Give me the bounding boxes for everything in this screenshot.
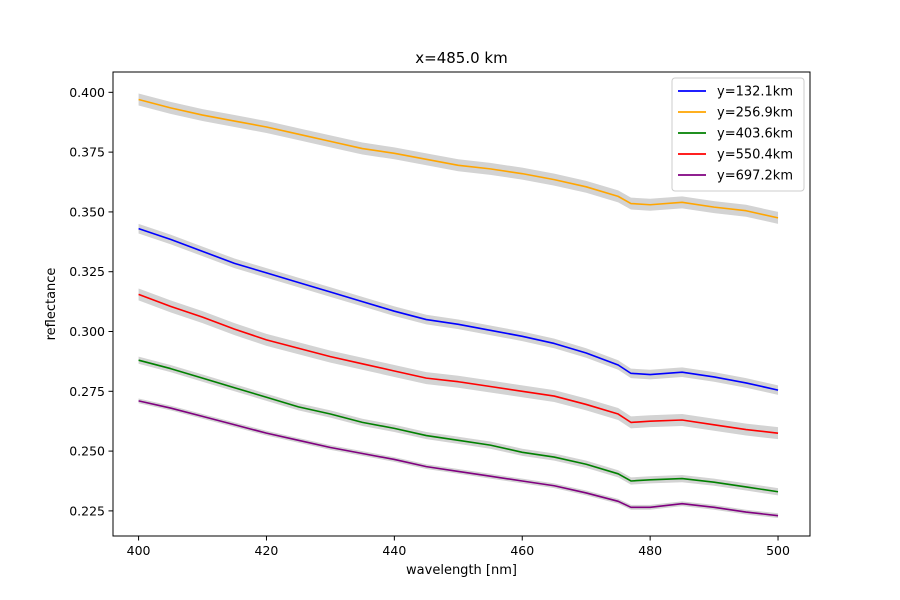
x-axis: 400 420 440 460 480 500 — [127, 536, 790, 558]
legend-label: y=403.6km — [717, 127, 793, 142]
series-group — [138, 288, 779, 440]
series-line — [138, 400, 779, 517]
x-axis-label: wavelength [nm] — [406, 563, 517, 578]
legend-label: y=697.2km — [717, 169, 793, 184]
x-tick-label: 500 — [766, 543, 790, 558]
y-tick-label: 0.275 — [69, 384, 105, 399]
y-tick-label: 0.325 — [69, 264, 105, 279]
series-group — [138, 223, 779, 395]
series-group — [138, 398, 779, 519]
legend-label: y=550.4km — [717, 148, 793, 163]
series-uncertainty-band — [138, 93, 779, 224]
y-tick-label: 0.350 — [69, 204, 105, 219]
plot-frame — [112, 71, 811, 537]
legend-label: y=132.1km — [717, 85, 793, 100]
y-tick-label: 0.375 — [69, 145, 105, 160]
x-tick-label: 440 — [382, 543, 406, 558]
y-axis-label: reflectance — [44, 268, 59, 341]
y-tick-label: 0.300 — [69, 324, 105, 339]
legend-label: y=256.9km — [717, 106, 793, 121]
series-uncertainty-band — [138, 398, 779, 519]
series-line — [138, 359, 779, 493]
y-tick-label: 0.400 — [69, 85, 105, 100]
series-line — [138, 227, 779, 391]
x-tick-label: 420 — [255, 543, 279, 558]
x-tick-label: 460 — [510, 543, 534, 558]
series-group — [138, 93, 779, 224]
series-line — [138, 293, 779, 434]
x-tick-label: 400 — [127, 543, 151, 558]
legend: y=132.1km y=256.9km y=403.6km y=550.4km y=69… — [671, 77, 805, 192]
series-layer — [138, 93, 779, 519]
series-group — [138, 356, 779, 496]
x-tick-label: 480 — [638, 543, 662, 558]
chart-title: x=485.0 km — [415, 49, 507, 67]
legend-box — [671, 77, 805, 192]
y-axis: 0.225 0.250 0.275 0.300 0.325 0.350 0.375 0.400 — [69, 85, 113, 518]
y-tick-label: 0.225 — [69, 503, 105, 518]
series-uncertainty-band — [138, 223, 779, 395]
series-line — [138, 98, 779, 219]
y-tick-label: 0.250 — [69, 444, 105, 459]
